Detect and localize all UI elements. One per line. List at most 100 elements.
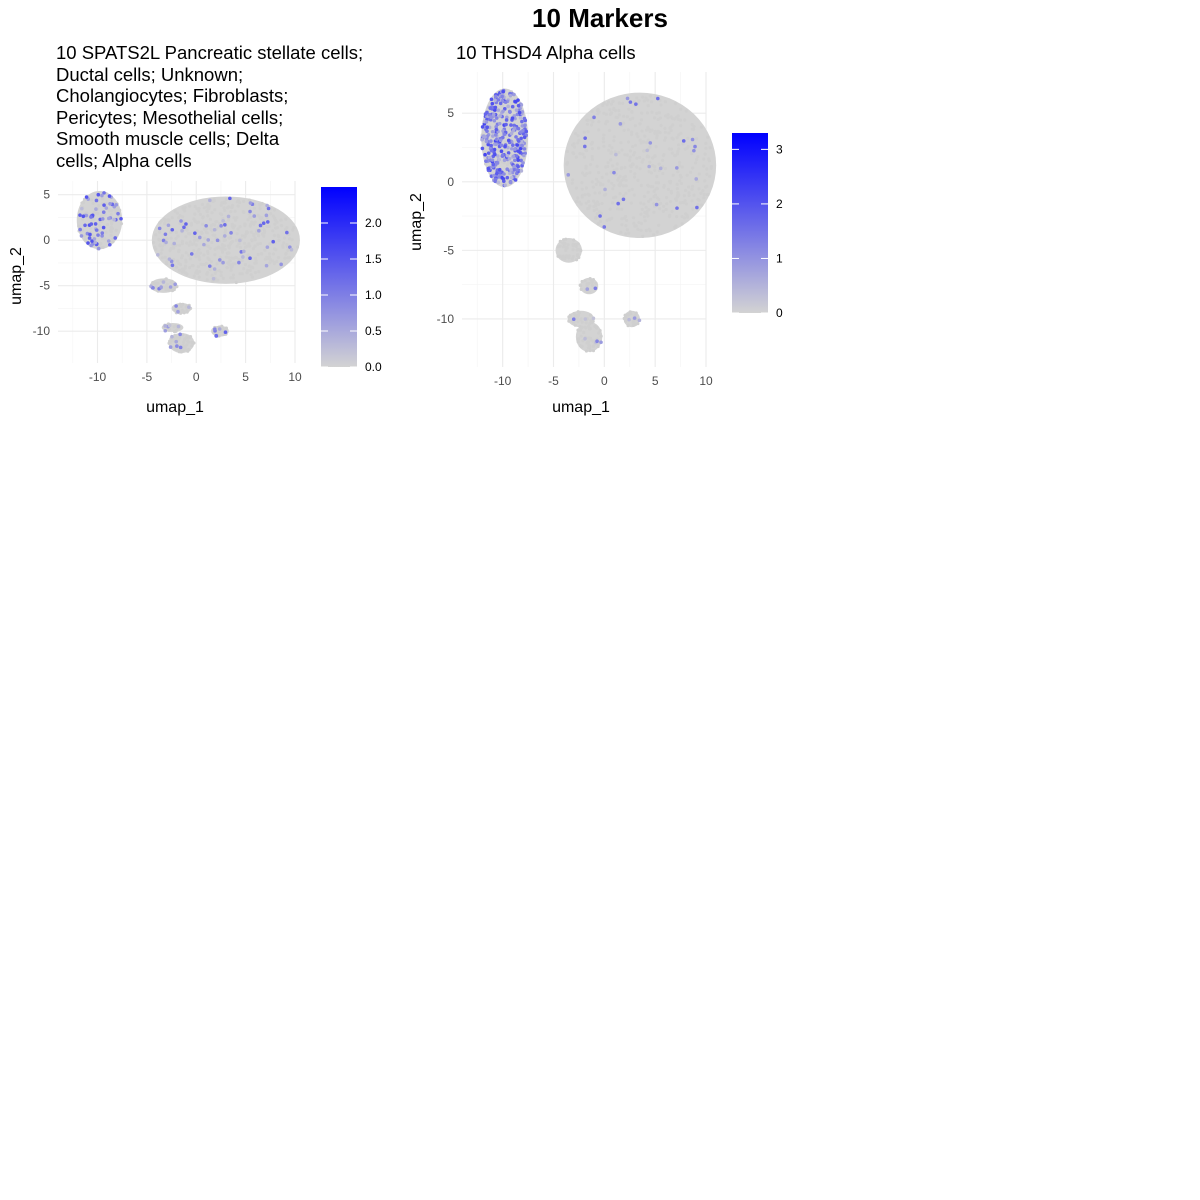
cell-point [572, 145, 577, 149]
cell-point-expressing [494, 116, 499, 120]
cell-point-expressing [257, 228, 261, 233]
cell-point [653, 168, 657, 172]
cell-point [80, 217, 85, 221]
cell-point [649, 171, 654, 175]
cell-point [578, 283, 582, 287]
cell-point [640, 160, 644, 164]
color-legend: 0.0 0.5 1.0 1.5 2.0 [321, 187, 382, 374]
cell-point [215, 262, 219, 266]
cell-point [238, 225, 242, 229]
cell-point-expressing [645, 148, 650, 153]
cell-point-expressing [494, 127, 499, 132]
cell-point [213, 247, 217, 251]
cell-point-expressing [504, 122, 508, 127]
cell-point [237, 257, 241, 262]
cell-point [253, 244, 257, 248]
cell-point-expressing [503, 183, 507, 187]
cell-point [644, 205, 648, 209]
cell-point [195, 269, 199, 273]
cell-point [188, 257, 192, 261]
cell-point [211, 199, 215, 204]
cell-point [190, 242, 194, 246]
cell-point-expressing [495, 161, 500, 165]
cell-point [192, 217, 196, 221]
cell-point [216, 245, 221, 249]
cell-point [598, 183, 603, 187]
cell-point [595, 164, 599, 168]
cell-point [173, 307, 177, 312]
cell-point-expressing [598, 214, 602, 218]
cell-point [690, 152, 694, 156]
cell-point [609, 111, 614, 115]
cell-point-expressing [264, 263, 269, 268]
cell-point [617, 101, 622, 105]
cell-point [643, 219, 647, 223]
cell-point [633, 322, 638, 326]
cell-point [187, 243, 191, 247]
cell-point [687, 185, 691, 189]
cell-point [583, 325, 587, 329]
cell-point-expressing [202, 242, 206, 247]
cell-point [675, 182, 679, 186]
cell-point [107, 208, 111, 212]
cell-point [630, 187, 634, 192]
cell-point [624, 178, 628, 182]
cell-point [558, 239, 562, 243]
cell-point [680, 214, 684, 219]
cell-point [185, 241, 189, 245]
cell-point-expressing [86, 241, 90, 245]
cell-point [163, 255, 167, 259]
cell-point-expressing [212, 227, 217, 232]
cell-point [583, 279, 587, 283]
cell-point [663, 167, 668, 171]
cell-point [251, 247, 255, 251]
cell-point [705, 184, 709, 188]
cell-point [250, 275, 254, 279]
cell-point [196, 254, 201, 258]
cell-point [200, 222, 205, 226]
panel-title-line: cells; Alpha cells [56, 150, 192, 171]
cell-point-expressing [163, 232, 168, 237]
cell-point [591, 344, 596, 348]
cell-point-expressing [265, 245, 270, 249]
x-tick-label: 0 [193, 370, 200, 384]
cell-point [582, 130, 586, 134]
cell-point [663, 100, 668, 104]
cell-point-expressing [494, 137, 499, 142]
panel-title-line: Cholangiocytes; Fibroblasts; [56, 85, 288, 106]
cell-point-expressing [516, 139, 521, 143]
cell-point [594, 177, 599, 181]
cell-point [638, 138, 642, 142]
cell-point-expressing [100, 231, 105, 235]
cell-point-expressing [163, 324, 168, 328]
cell-point [624, 232, 628, 236]
cell-point [77, 224, 81, 228]
x-tick-label: -10 [494, 374, 512, 388]
cell-point [210, 240, 214, 245]
cell-point-expressing [621, 197, 626, 202]
cell-point [705, 172, 709, 176]
cell-point [595, 326, 599, 330]
y-axis-title: umap_2 [408, 193, 425, 251]
cell-point [227, 246, 231, 250]
cell-point-expressing [219, 224, 223, 228]
cell-point [651, 156, 655, 160]
cell-point [80, 201, 84, 205]
cell-point [590, 109, 594, 113]
cell-point [185, 343, 189, 347]
cell-point-expressing [184, 222, 188, 226]
cell-point [667, 214, 672, 219]
cell-point [262, 229, 267, 234]
cell-point-expressing [222, 234, 227, 238]
cell-point [597, 110, 601, 114]
cell-point [217, 268, 221, 273]
cell-point [679, 124, 683, 128]
cell-point [708, 146, 712, 150]
cell-point [676, 114, 680, 118]
cell-point-expressing [505, 115, 509, 120]
cell-point [587, 324, 591, 328]
cell-point [609, 102, 613, 106]
cell-point-expressing [217, 327, 222, 331]
cell-point [669, 125, 673, 129]
cell-point [156, 281, 160, 285]
